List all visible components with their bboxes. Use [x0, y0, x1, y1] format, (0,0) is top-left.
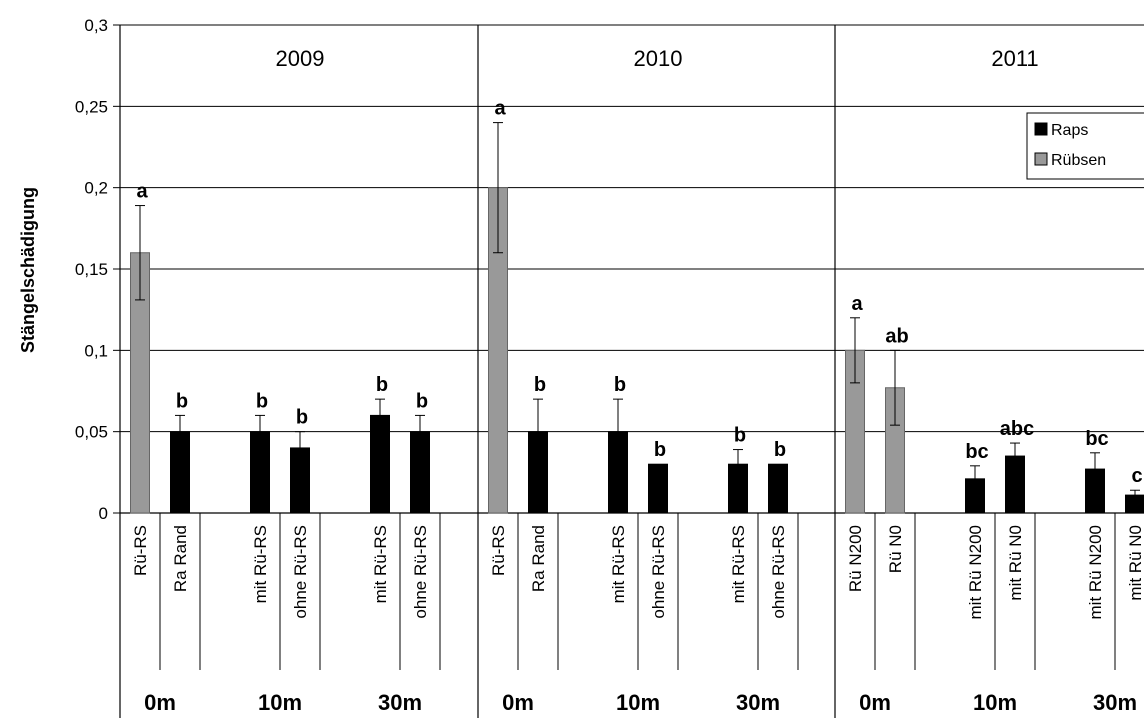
significance-label: a [851, 293, 863, 315]
gridlines [120, 24, 1144, 433]
y-tick-label: 0,15 [75, 260, 108, 279]
distance-label: 30m [378, 690, 422, 715]
significance-label: b [256, 390, 268, 412]
y-tick-label: 0,2 [84, 179, 108, 198]
y-tick-label: 0,25 [75, 97, 108, 116]
bar [1085, 468, 1105, 514]
significance-label: abc [1000, 418, 1034, 440]
y-tick-label: 0,1 [84, 341, 108, 360]
significance-label: b [296, 407, 308, 429]
significance-label: b [774, 439, 786, 461]
legend-swatch [1034, 152, 1048, 166]
category-label: ohne Rü-RS [291, 525, 310, 619]
panel-year-label: 2010 [634, 46, 683, 71]
bar [410, 431, 430, 514]
y-axis-label: Stängelschädigung [18, 187, 38, 353]
y-tick-label: 0,3 [84, 16, 108, 35]
bar [528, 431, 548, 514]
bar [250, 431, 270, 514]
distance-label: 30m [1093, 690, 1137, 715]
bar [965, 478, 985, 514]
panel-year-label: 2009 [276, 46, 325, 71]
y-tick-label: 0,05 [75, 423, 108, 442]
significance-label: b [376, 374, 388, 396]
category-label: Rü-RS [131, 525, 150, 576]
significance-label: ab [885, 325, 908, 347]
category-label: mit Rü-RS [371, 525, 390, 603]
legend-swatch [1034, 122, 1048, 136]
distance-label: 10m [973, 690, 1017, 715]
bar [290, 447, 310, 514]
category-label: mit Rü-RS [251, 525, 270, 603]
significance-label: b [734, 425, 746, 447]
category-label: ohne Rü-RS [769, 525, 788, 619]
significance-label: b [654, 439, 666, 461]
distance-label: 0m [144, 690, 176, 715]
category-labels: 2009 0m a Rü-RS b Ra Rand 10m b mit Rü-RS b ohne R… [131, 46, 1144, 715]
bar [608, 431, 628, 514]
bar [728, 463, 748, 514]
bar [1005, 455, 1025, 514]
significance-label: a [136, 181, 148, 203]
category-label: ohne Rü-RS [411, 525, 430, 619]
category-label: mit Rü N0 [1006, 525, 1025, 601]
distance-label: 0m [859, 690, 891, 715]
distance-label: 10m [258, 690, 302, 715]
y-tick-label: 0 [99, 504, 108, 523]
bar [370, 414, 390, 514]
category-label: ohne Rü-RS [649, 525, 668, 619]
category-label: Ra Rand [171, 525, 190, 592]
category-label: Rü N0 [886, 525, 905, 573]
distance-label: 10m [616, 690, 660, 715]
significance-label: bc [965, 441, 988, 463]
legend: Raps Rübsen [1026, 112, 1144, 180]
legend-box [1026, 112, 1144, 180]
legend-label: Raps [1051, 122, 1088, 139]
category-label: mit Rü N200 [966, 525, 985, 619]
distance-label: 0m [502, 690, 534, 715]
bar [170, 431, 190, 514]
category-label: mit Rü-RS [609, 525, 628, 603]
distance-label: 30m [736, 690, 780, 715]
legend-label: Rübsen [1051, 152, 1106, 169]
category-label: mit Rü-RS [729, 525, 748, 603]
significance-label: c [1131, 465, 1142, 487]
category-label: Ra Rand [529, 525, 548, 592]
bars [130, 122, 1144, 514]
significance-label: b [416, 390, 428, 412]
bar [1125, 494, 1144, 514]
category-label: Rü N200 [846, 525, 865, 592]
category-label: Rü-RS [489, 525, 508, 576]
significance-label: bc [1085, 428, 1108, 450]
category-label: mit Rü N200 [1086, 525, 1105, 619]
bar [648, 463, 668, 514]
significance-label: a [494, 98, 506, 120]
significance-label: b [614, 374, 626, 396]
bar [768, 463, 788, 514]
significance-label: b [534, 374, 546, 396]
significance-label: b [176, 390, 188, 412]
category-label: mit Rü N0 [1126, 525, 1144, 601]
panel-year-label: 2011 [991, 46, 1038, 71]
